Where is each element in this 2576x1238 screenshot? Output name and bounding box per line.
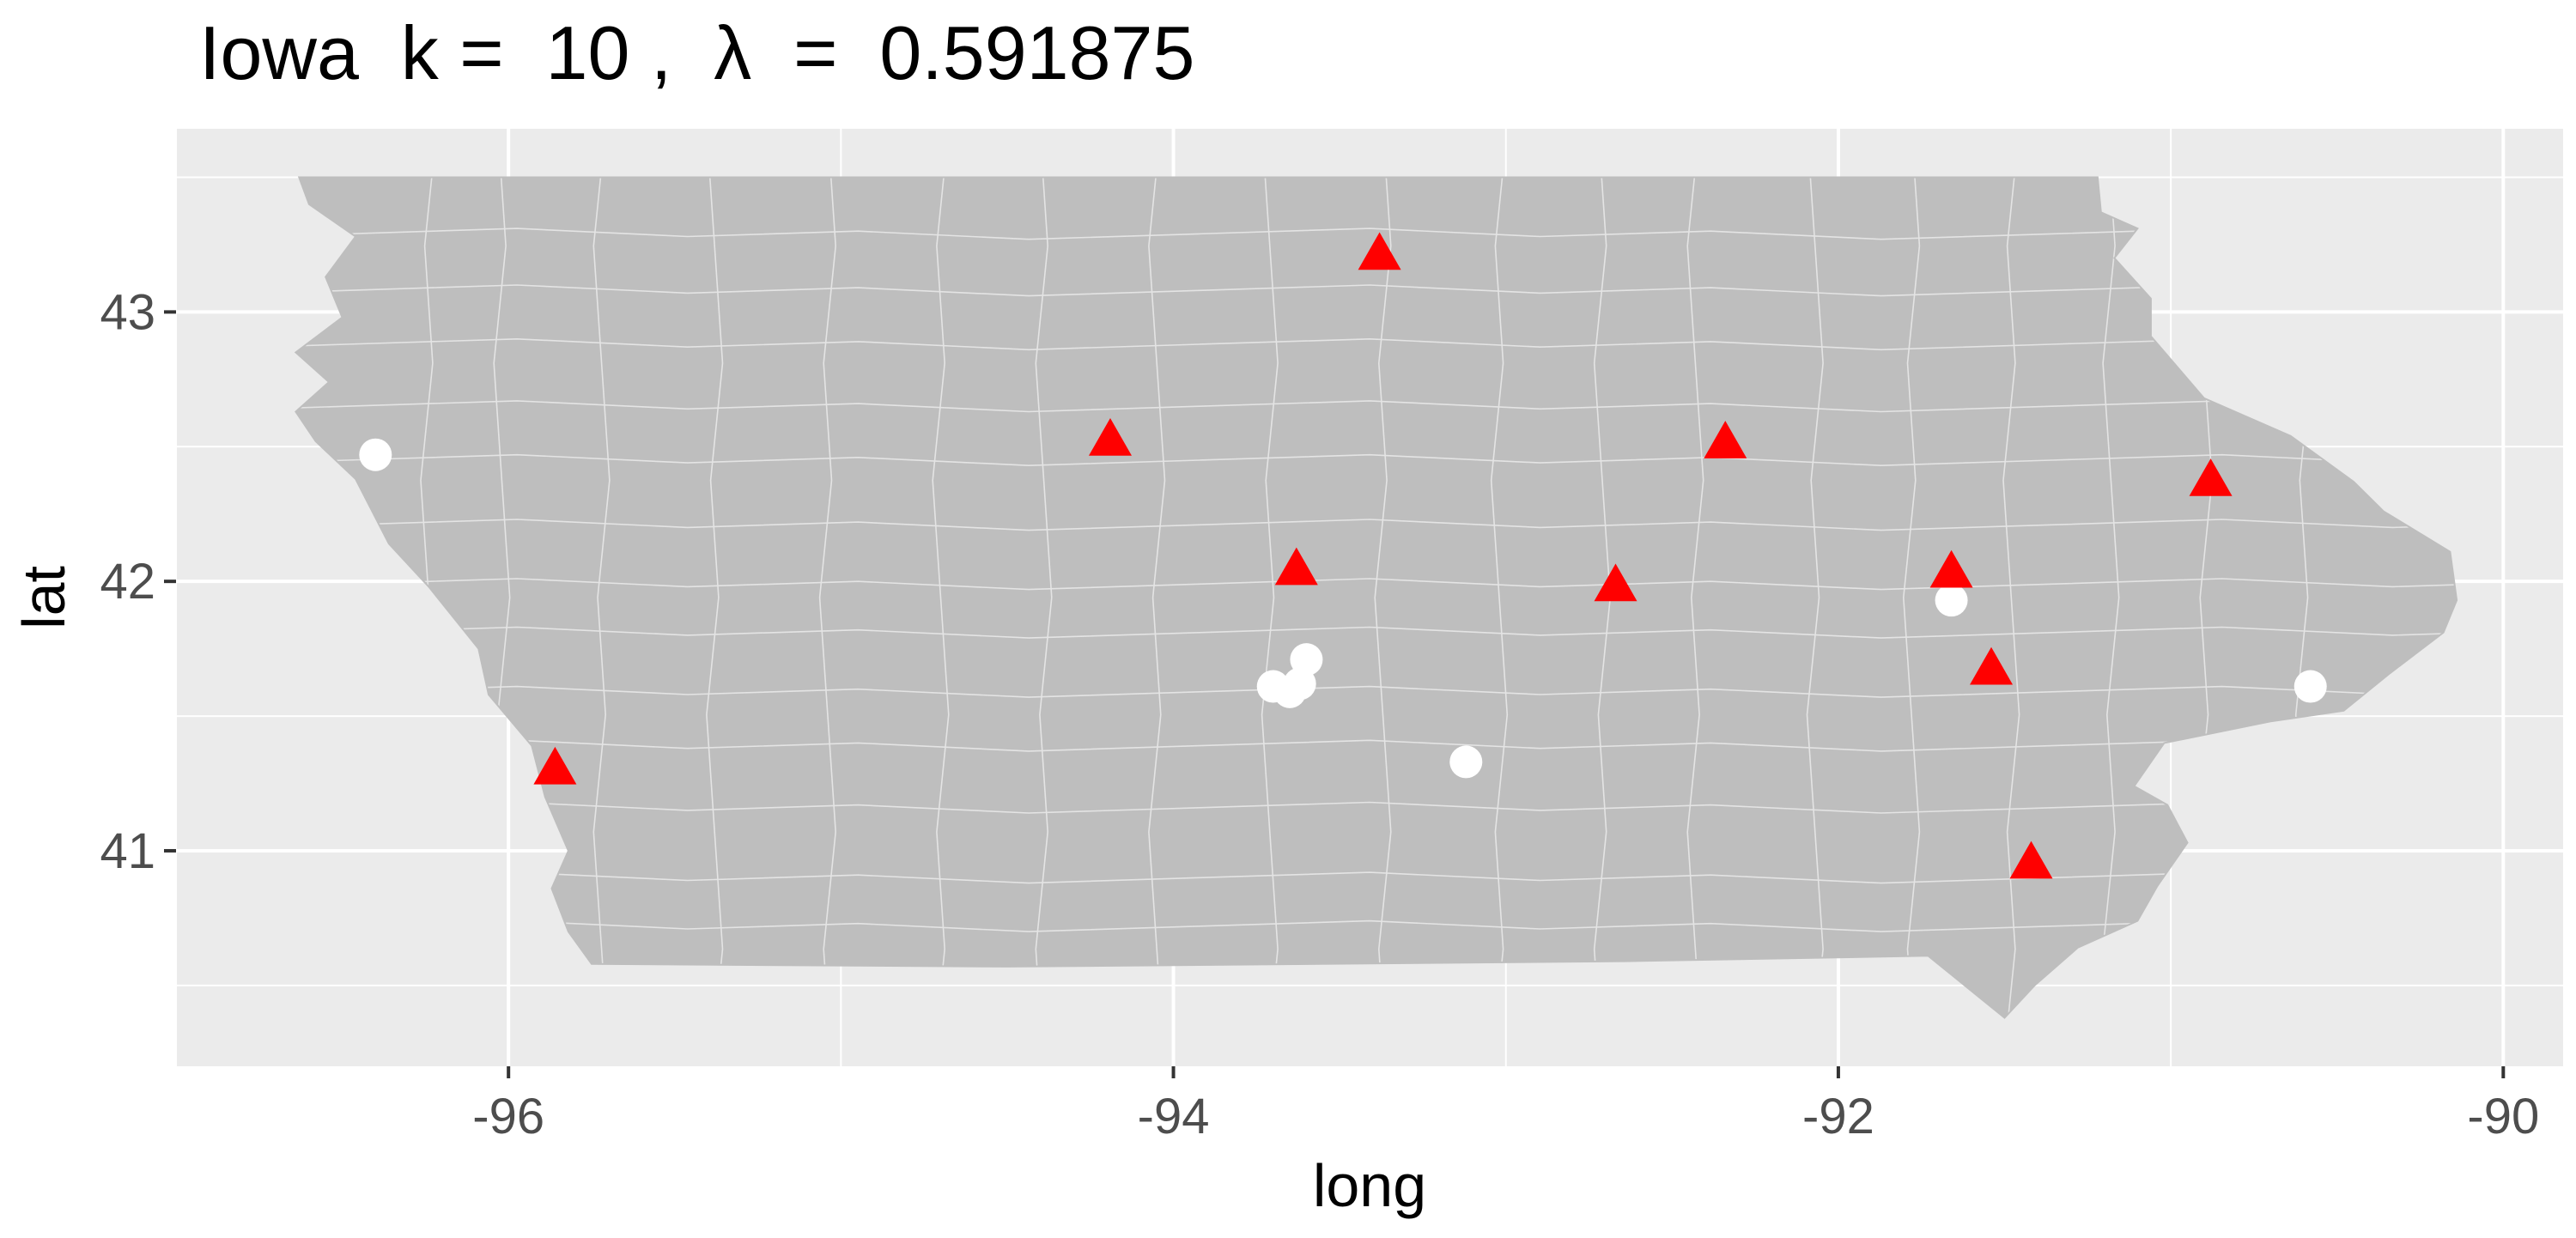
- triangle-marker: [2189, 458, 2233, 496]
- y-tick-label: 42: [100, 554, 155, 610]
- x-tick-label: -90: [2467, 1089, 2539, 1144]
- county-border-vertical: [2002, 177, 2020, 1018]
- triangle-marker: [1088, 418, 1132, 456]
- county-border-vertical: [1035, 177, 1053, 1018]
- x-tick-label: -96: [472, 1089, 544, 1144]
- circle-marker: [1935, 584, 1968, 617]
- triangle-markers: [533, 232, 2233, 879]
- county-border-vertical: [706, 177, 724, 1018]
- county-border-horizontal: [295, 453, 2458, 467]
- county-border-vertical: [1261, 177, 1279, 1018]
- circle-markers: [359, 438, 2327, 779]
- triangle-marker: [533, 746, 577, 785]
- triangle-marker: [1594, 563, 1637, 602]
- county-border-horizontal: [295, 626, 2458, 639]
- y-tick-label: 43: [100, 284, 155, 340]
- circle-marker: [2293, 670, 2327, 703]
- circle-marker: [1449, 745, 1483, 779]
- county-border-vertical: [1374, 177, 1392, 1018]
- county-border-vertical: [1806, 177, 1824, 1018]
- x-axis-title: long: [1313, 1152, 1426, 1219]
- y-axis-title: lat: [10, 566, 77, 629]
- county-border-vertical: [1686, 177, 1704, 1018]
- county-border-vertical: [2102, 177, 2120, 1018]
- county-border-vertical: [592, 177, 611, 1018]
- triangle-marker: [1274, 547, 1318, 586]
- county-border-horizontal: [295, 685, 2458, 698]
- triangle-marker: [1704, 421, 1747, 458]
- x-tick-label: -92: [1802, 1089, 1874, 1144]
- triangle-marker: [2009, 841, 2053, 879]
- county-border-vertical: [1902, 177, 1921, 1018]
- county-border-horizontal: [295, 578, 2458, 591]
- triangle-marker: [1970, 646, 2014, 685]
- y-axis: 41 42 43: [100, 284, 176, 879]
- circle-marker: [1283, 667, 1316, 701]
- county-border-vertical: [818, 177, 837, 1018]
- triangle-marker: [1358, 232, 1401, 270]
- county-border-vertical: [1148, 177, 1166, 1018]
- y-tick-label: 41: [100, 823, 155, 879]
- x-axis: -96 -94 -92 -90: [472, 1066, 2539, 1144]
- iowa-state-shape: [295, 177, 2458, 1018]
- county-border-vertical: [1490, 177, 1509, 1018]
- circle-marker: [359, 438, 392, 471]
- plot-title: Iowa k = 10 , λ = 0.591875: [199, 10, 1194, 95]
- iowa-state-outline: [294, 176, 2458, 1019]
- county-border-vertical: [932, 177, 950, 1018]
- county-border-horizontal: [295, 519, 2458, 531]
- x-tick-label: -94: [1138, 1089, 1210, 1144]
- county-border-horizontal: [295, 400, 2458, 413]
- triangle-marker: [1929, 549, 1973, 588]
